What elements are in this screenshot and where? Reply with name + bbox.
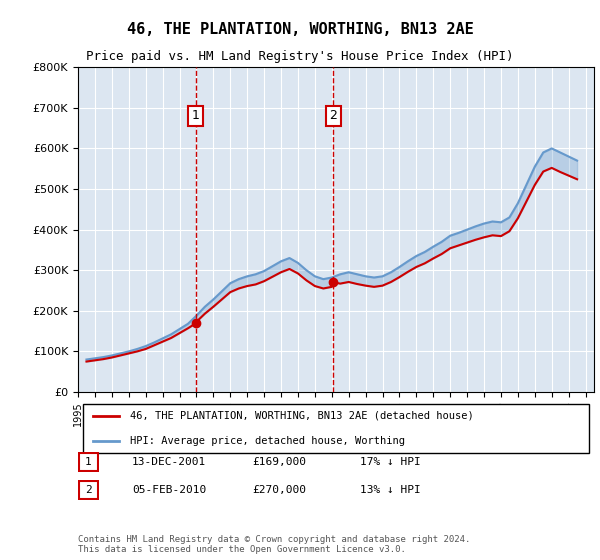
FancyBboxPatch shape: [79, 482, 98, 499]
Text: 2: 2: [85, 486, 92, 495]
Text: 13-DEC-2001: 13-DEC-2001: [132, 457, 206, 467]
Text: 46, THE PLANTATION, WORTHING, BN13 2AE: 46, THE PLANTATION, WORTHING, BN13 2AE: [127, 22, 473, 38]
Text: £270,000: £270,000: [252, 485, 306, 495]
Text: 1: 1: [192, 109, 200, 123]
Text: Contains HM Land Registry data © Crown copyright and database right 2024.
This d: Contains HM Land Registry data © Crown c…: [78, 535, 470, 554]
Text: 2: 2: [329, 109, 337, 123]
FancyBboxPatch shape: [83, 404, 589, 452]
FancyBboxPatch shape: [79, 454, 98, 471]
Text: Price paid vs. HM Land Registry's House Price Index (HPI): Price paid vs. HM Land Registry's House …: [86, 50, 514, 63]
Text: 13% ↓ HPI: 13% ↓ HPI: [360, 485, 421, 495]
Text: HPI: Average price, detached house, Worthing: HPI: Average price, detached house, Wort…: [130, 436, 404, 446]
Text: 1: 1: [85, 458, 92, 467]
Text: £169,000: £169,000: [252, 457, 306, 467]
Text: 17% ↓ HPI: 17% ↓ HPI: [360, 457, 421, 467]
Text: 05-FEB-2010: 05-FEB-2010: [132, 485, 206, 495]
Text: 46, THE PLANTATION, WORTHING, BN13 2AE (detached house): 46, THE PLANTATION, WORTHING, BN13 2AE (…: [130, 411, 473, 421]
